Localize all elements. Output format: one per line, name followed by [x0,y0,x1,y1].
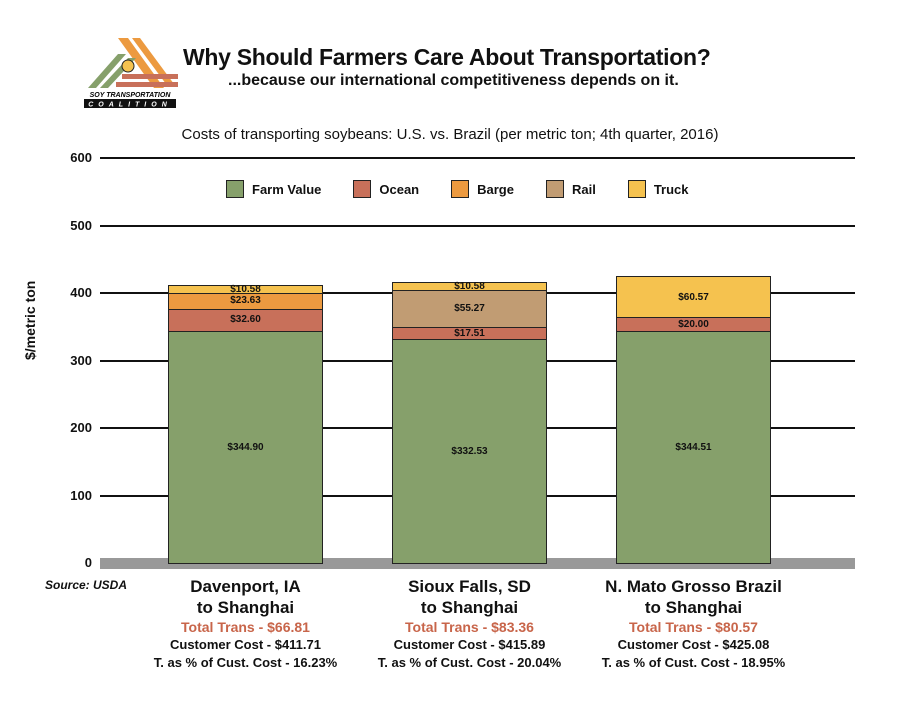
bar-segment-farm-value: $344.90 [168,330,323,565]
legend-swatch [451,180,470,198]
legend-item: Truck [627,180,689,198]
legend-item: Farm Value [226,180,321,198]
y-tick-label: 500 [70,217,92,233]
legend-label: Farm Value [252,181,322,197]
y-tick-label: 200 [70,420,92,435]
legend-item: Barge [451,180,514,198]
legend-swatch [627,180,646,198]
legend-swatch [545,180,564,198]
category-pct: T. as % of Cust. Cost - 16.23% [153,655,338,670]
bar-segment-truck: $10.58 [168,284,323,295]
page-title: Why Should Farmers Care About Transporta… [183,44,711,70]
legend-label: Truck [653,181,689,197]
category-line1: N. Mato Grosso Brazil [605,577,782,596]
svg-text:SOY TRANSPORTATION: SOY TRANSPORTATION [90,92,172,99]
bar-segment-truck: $10.58 [392,281,547,292]
y-tick-label: 0 [84,555,92,570]
y-axis-label: $/metric ton [22,280,38,360]
y-tick-label: 400 [70,285,92,300]
category-total-trans: Total Trans - $66.81 [181,619,310,635]
legend-label: Barge [477,181,514,197]
page-subtitle: ...because our international competitive… [228,72,679,89]
legend: Farm Value Ocean Barge Rail Truck [226,180,689,198]
category-label: N. Mato Grosso Brazil to Shanghai Total Tr… [574,576,814,672]
category-line2: to Shanghai [196,598,295,617]
bar-segment-farm-value: $332.53 [392,338,547,565]
category-line2: to Shanghai [420,598,519,617]
legend-swatch [226,180,244,198]
category-label: Sioux Falls, SD to Shanghai Total Trans - … [350,576,590,672]
category-line2: to Shanghai [644,598,743,617]
svg-text:COALITION: COALITION [88,102,172,109]
category-total-trans: Total Trans - $83.36 [405,619,534,635]
legend-swatch [353,180,372,198]
category-line1: Sioux Falls, SD [408,577,531,596]
category-customer-cost: Customer Cost - $425.08 [617,637,770,652]
source-note: Source: USDA [45,578,128,592]
bar-segment-truck: $60.57 [616,276,771,319]
bar-segment-rail: $55.27 [392,289,547,329]
legend-label: Ocean [379,181,420,197]
soy-transportation-coalition-logo: SOY TRANSPORTATION COALITION [80,38,180,109]
legend-item: Ocean [353,180,419,198]
category-total-trans: Total Trans - $80.57 [629,619,758,635]
gridline [100,157,855,159]
legend-label: Rail [571,181,596,197]
chart-title: Costs of transporting soybeans: U.S. vs.… [181,126,719,143]
bar-segment-ocean: $32.60 [168,308,323,332]
category-line1: Davenport, IA [190,577,301,596]
category-pct: T. as % of Cust. Cost - 20.04% [377,655,562,670]
bar-segment-ocean: $17.51 [392,326,547,341]
bar-segment-farm-value: $344.51 [616,330,771,565]
legend-item: Rail [545,180,596,198]
gridline [100,224,855,227]
y-tick-label: 600 [70,150,92,165]
bar-segment-ocean: $20.00 [616,316,771,332]
y-tick-label: 300 [70,352,92,368]
category-customer-cost: Customer Cost - $411.71 [169,637,321,652]
y-tick-label: 100 [70,487,92,503]
category-customer-cost: Customer Cost - $415.89 [393,637,546,652]
category-pct: T. as % of Cust. Cost - 18.95% [601,655,786,670]
category-label: Davenport, IA to Shanghai Total Trans - $6… [126,576,366,672]
